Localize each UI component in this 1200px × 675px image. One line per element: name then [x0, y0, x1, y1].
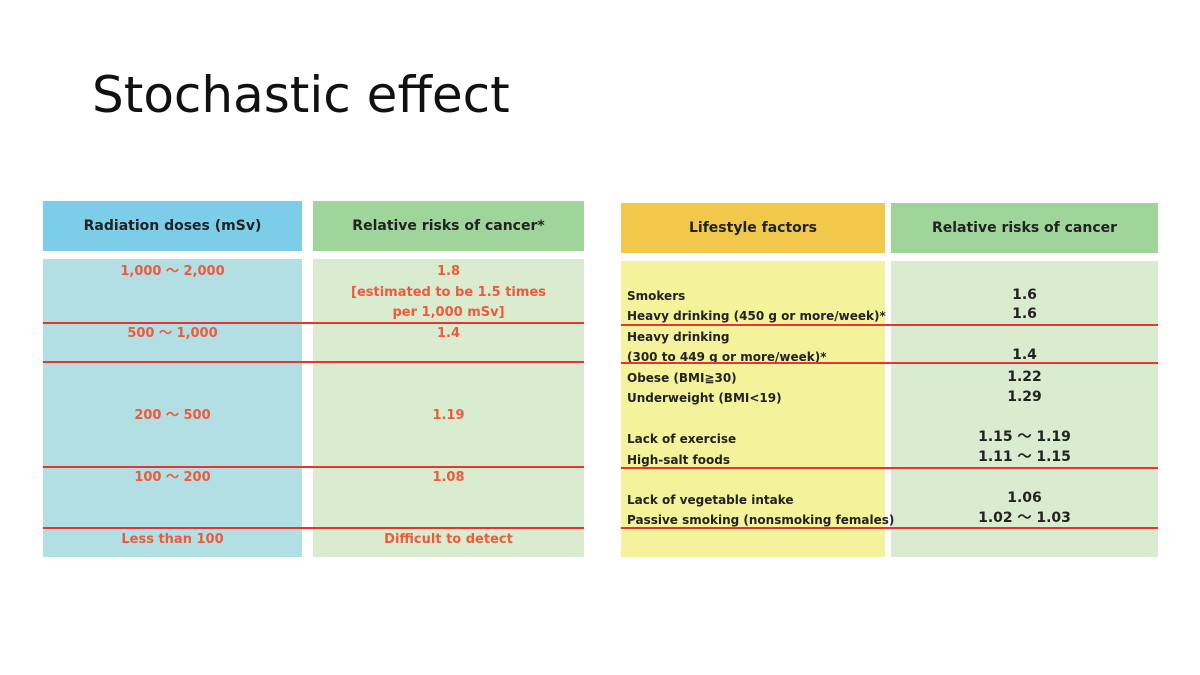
factor-label: Heavy drinking (450 g or more/week)* [627, 309, 886, 323]
slide-title: Stochastic effect [92, 66, 510, 124]
risk-value: 1.11 ～ 1.15 [978, 449, 1071, 465]
row-divider [43, 527, 584, 529]
factor-label: Underweight (BMI<19) [627, 391, 782, 405]
risk-value: 1.22 [1007, 369, 1042, 385]
risk-value: 1.29 [1007, 389, 1042, 405]
row-divider [621, 527, 1158, 529]
dose-column-background [43, 259, 302, 557]
header-radiation-doses: Radiation doses (mSv) [43, 201, 302, 251]
header-lifestyle-factors: Lifestyle factors [621, 203, 885, 253]
risk-cell: 1.8 [436, 264, 461, 279]
dose-cell: 500 ～ 1,000 [127, 326, 218, 341]
factor-label: Passive smoking (nonsmoking females) [627, 513, 895, 527]
row-divider [621, 467, 1158, 469]
factor-label: Lack of vegetable intake [627, 493, 794, 507]
risk-column-background [891, 261, 1158, 557]
risk-value: 1.6 [1012, 287, 1037, 303]
risk-value: 1.6 [1012, 306, 1037, 322]
risk-note: [estimated to be 1.5 times [351, 285, 546, 300]
factor-label: High-salt foods [627, 453, 730, 467]
factor-label: Smokers [627, 289, 686, 303]
row-divider [43, 466, 584, 468]
factor-label: (300 to 449 g or more/week)* [627, 350, 827, 364]
factor-column-background [621, 261, 885, 557]
header-relative-risks: Relative risks of cancer [891, 203, 1158, 253]
dose-cell: 100 ～ 200 [134, 470, 211, 485]
factor-label: Lack of exercise [627, 432, 737, 446]
dose-cell: 200 ～ 500 [134, 408, 211, 423]
risk-value: 1.15 ～ 1.19 [978, 429, 1071, 445]
risk-cell: Difficult to detect [384, 532, 513, 547]
risk-note: per 1,000 mSv] [392, 305, 505, 320]
risk-value: 1.06 [1007, 490, 1042, 506]
risk-column-background [313, 259, 584, 557]
factor-label: Heavy drinking [627, 330, 730, 344]
risk-cell: 1.08 [432, 470, 465, 485]
dose-cell: 1,000 ～ 2,000 [120, 264, 225, 279]
factor-label: Obese (BMI≧30) [627, 371, 737, 385]
risk-value: 1.02 ～ 1.03 [978, 510, 1071, 526]
risk-value: 1.4 [1012, 347, 1037, 363]
header-relative-risks: Relative risks of cancer* [313, 201, 584, 251]
row-divider [621, 362, 1158, 364]
row-divider [43, 361, 584, 363]
row-divider [43, 322, 584, 324]
risk-cell: 1.19 [432, 408, 465, 423]
row-divider [621, 324, 1158, 326]
risk-cell: 1.4 [436, 326, 461, 341]
dose-cell: Less than 100 [121, 532, 224, 547]
